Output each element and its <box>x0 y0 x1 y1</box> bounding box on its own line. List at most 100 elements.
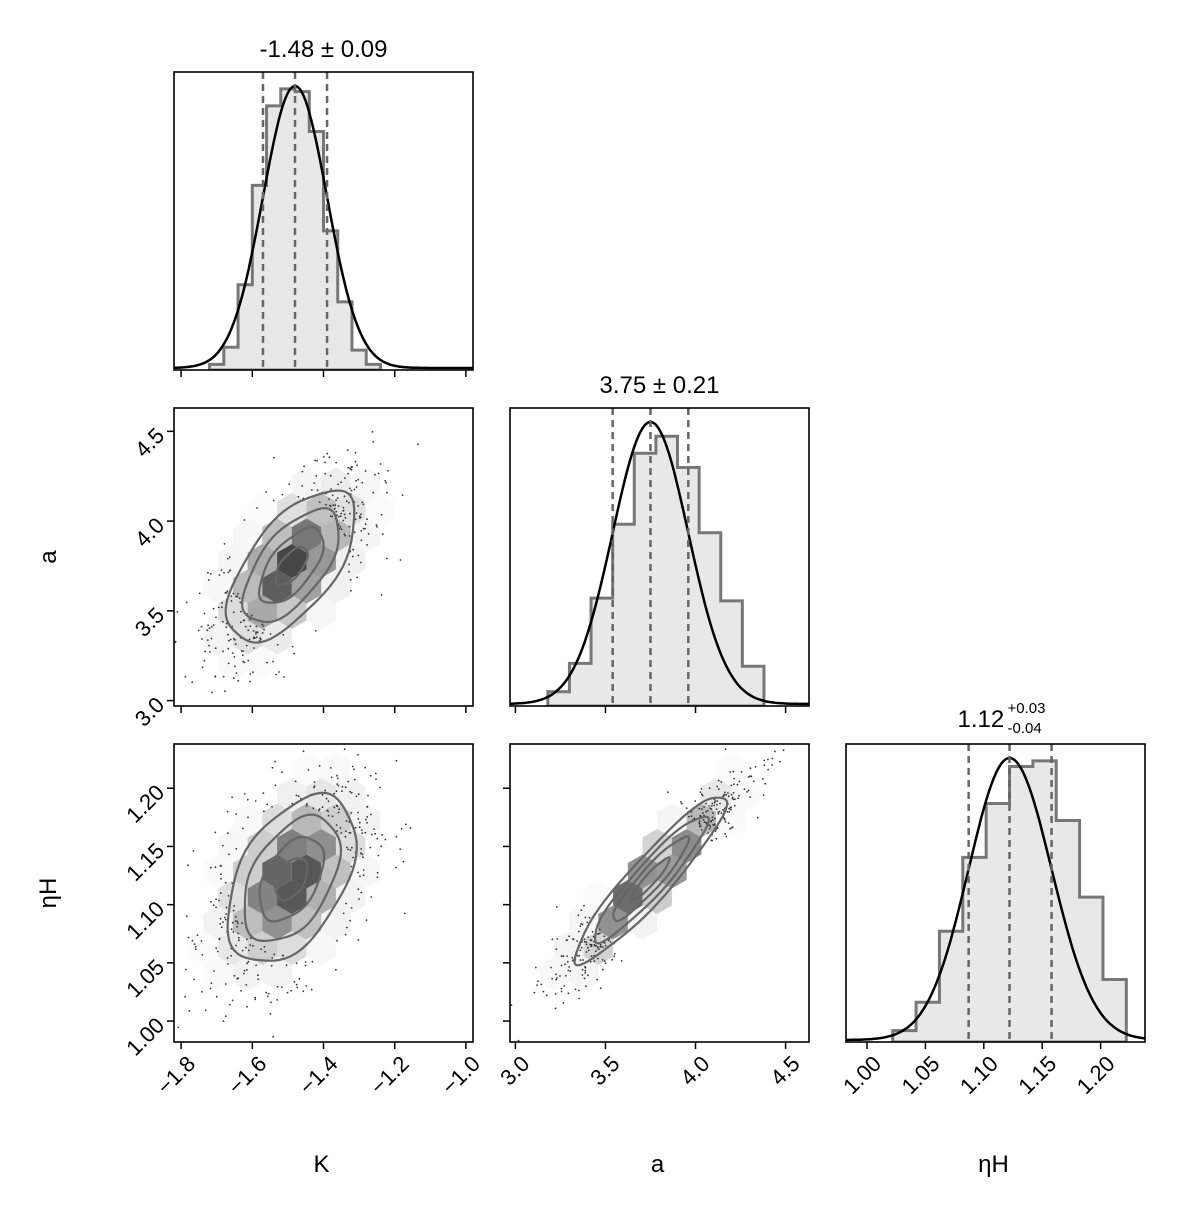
sample-point <box>321 794 324 796</box>
sample-point <box>336 777 339 780</box>
sample-point <box>536 984 538 986</box>
sample-point <box>369 846 372 849</box>
sample-point <box>719 802 721 805</box>
sample-point <box>375 778 377 780</box>
density-panel-a-ηH <box>510 744 785 1042</box>
sample-point <box>356 576 359 579</box>
sample-point <box>688 815 690 818</box>
contour-1.5sigma <box>240 506 340 624</box>
sample-point <box>345 902 347 905</box>
sample-point <box>376 871 379 874</box>
sample-point <box>316 459 318 462</box>
sample-point <box>255 631 257 634</box>
sample-point <box>347 472 349 475</box>
sample-point <box>355 795 358 798</box>
sample-point <box>706 810 709 812</box>
sample-point <box>231 921 234 924</box>
sample-point <box>585 985 587 988</box>
sample-point <box>699 791 702 793</box>
sample-point <box>717 811 719 814</box>
hexbin-cell <box>335 778 366 812</box>
sample-point <box>342 510 345 512</box>
sample-point <box>705 810 707 813</box>
sample-point <box>366 821 368 824</box>
sample-point <box>192 850 195 852</box>
sample-point <box>700 793 703 796</box>
sample-point <box>228 556 231 558</box>
title-etaH-lower: -0.04 <box>1008 720 1042 737</box>
sample-point <box>551 977 553 980</box>
sample-point <box>217 606 220 609</box>
sample-point <box>286 991 289 994</box>
sample-point <box>358 898 360 900</box>
y-tick-label-a: 4.5 <box>130 423 169 462</box>
sample-point <box>276 643 279 646</box>
sample-point <box>587 974 589 977</box>
sample-point <box>603 935 606 938</box>
sample-point <box>226 832 229 834</box>
title-etaH: 1.12 <box>958 706 1005 733</box>
sample-point <box>708 787 711 790</box>
sample-point <box>336 939 338 942</box>
sample-point <box>702 812 704 815</box>
sample-point <box>585 951 588 953</box>
sample-point <box>371 833 373 836</box>
sample-point <box>590 945 593 947</box>
sample-point <box>362 856 364 859</box>
sample-point <box>265 991 267 994</box>
sample-point <box>324 461 326 464</box>
sample-point <box>737 797 740 799</box>
panel-frame-1-1 <box>509 407 810 707</box>
sample-point <box>263 810 265 813</box>
sample-point <box>384 838 387 841</box>
sample-point <box>221 844 224 847</box>
sample-point <box>325 797 328 800</box>
sample-point <box>212 607 215 610</box>
sample-point <box>257 974 259 977</box>
sample-point <box>774 750 776 753</box>
sample-point <box>599 932 601 935</box>
sample-point <box>245 938 248 941</box>
sample-point <box>732 798 735 801</box>
sample-point <box>246 962 249 965</box>
sample-point <box>249 721 251 723</box>
sample-point <box>353 778 356 781</box>
sample-point <box>249 944 252 946</box>
sample-point <box>717 779 720 782</box>
sample-point <box>271 766 274 769</box>
x-tick-label-a: 3.0 <box>495 1051 534 1090</box>
sample-point <box>243 619 246 621</box>
sample-point <box>276 999 279 1001</box>
sample-point <box>337 811 340 814</box>
sample-point <box>350 489 353 492</box>
sample-point <box>349 919 351 922</box>
sample-point <box>581 968 584 971</box>
sample-point <box>336 497 339 499</box>
sample-point <box>215 616 217 619</box>
sample-point <box>230 595 233 597</box>
sample-point <box>273 953 276 956</box>
sample-point <box>565 974 567 977</box>
sample-point <box>252 945 254 947</box>
sample-point <box>771 757 774 760</box>
sample-point <box>254 998 257 1001</box>
sample-point <box>568 966 570 968</box>
x-tick-label-ηH: 1.15 <box>1013 1051 1061 1099</box>
sample-point <box>257 978 260 980</box>
y-tick-label-a: 4.0 <box>130 513 169 552</box>
sample-point <box>587 949 590 952</box>
sample-point <box>246 1005 248 1008</box>
hexbin-cell <box>262 569 292 604</box>
sample-point <box>214 675 217 677</box>
sample-point <box>703 806 705 808</box>
sample-point <box>261 632 264 634</box>
sample-point <box>583 938 586 941</box>
sample-point <box>702 819 705 821</box>
histogram-panel-K <box>174 72 473 370</box>
sample-point <box>225 626 228 628</box>
sample-point <box>341 786 344 788</box>
sample-point <box>337 515 340 518</box>
sample-point <box>240 1045 242 1047</box>
sample-point <box>235 672 238 674</box>
sample-point <box>340 528 343 531</box>
